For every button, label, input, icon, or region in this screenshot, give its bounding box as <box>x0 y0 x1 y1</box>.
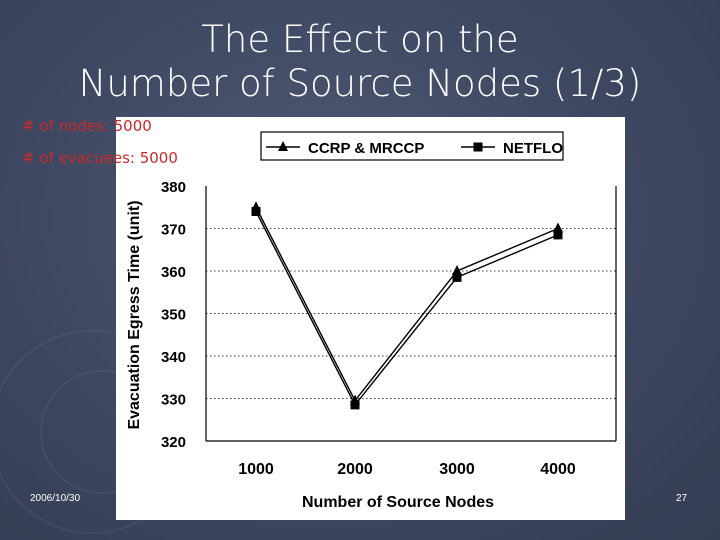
square-marker <box>473 142 483 152</box>
x-tick-label: 2000 <box>337 461 373 478</box>
line-chart: CCRP & MRCCP NETFLO 320 330 340 350 360 370 380… <box>126 131 617 511</box>
nodes-count-value: 5000 <box>113 117 152 135</box>
legend-entry: CCRP & MRCCP <box>308 140 424 157</box>
evacuees-count-label: # of evacuees: <box>22 149 140 167</box>
x-tick-label: 4000 <box>540 461 576 478</box>
chart-legend: CCRP & MRCCP NETFLO <box>266 140 563 157</box>
x-tick-label: 1000 <box>238 461 274 478</box>
y-tick-label: 350 <box>161 307 186 324</box>
evacuees-count-value: 5000 <box>139 149 178 167</box>
footer-date: 2006/10/30 <box>30 493 81 504</box>
evacuees-count-line: # of evacuees: 5000 <box>22 149 178 167</box>
y-tick-label: 330 <box>161 392 186 409</box>
y-tick-label: 380 <box>161 179 186 196</box>
square-marker <box>452 272 462 282</box>
square-marker <box>251 207 261 216</box>
x-tick-label: 3000 <box>439 461 475 478</box>
slide-title-line-1: The Effect on the <box>201 18 519 61</box>
triangle-marker <box>452 265 462 275</box>
chart-grid <box>206 228 616 399</box>
square-marker <box>553 230 563 240</box>
x-axis-ticks: 1000 2000 3000 4000 <box>238 461 576 478</box>
y-tick-label: 370 <box>161 222 186 239</box>
slide-title-line-2: Number of Source Nodes (1/3) <box>78 62 642 105</box>
triangle-marker <box>553 222 563 233</box>
series-2 <box>251 207 563 410</box>
series-line <box>255 211 559 407</box>
legend-entry: NETFLO <box>503 140 563 157</box>
nodes-count-label: # of nodes: <box>22 117 114 135</box>
triangle-marker <box>278 141 288 151</box>
y-axis-label: Evacuation Egress Time (unit) <box>126 200 143 429</box>
y-tick-label: 320 <box>161 434 186 451</box>
y-tick-label: 340 <box>161 349 186 366</box>
nodes-count-line: # of nodes: 5000 <box>22 117 152 135</box>
chart-series <box>251 201 563 410</box>
page-number: 27 <box>676 493 688 504</box>
series-1 <box>251 201 563 405</box>
series-line <box>255 206 559 402</box>
y-tick-label: 360 <box>161 264 186 281</box>
slide-title: The Effect on the Number of Source Nodes… <box>0 18 720 106</box>
chart-container: CCRP & MRCCP NETFLO 320 330 340 350 360 370 380… <box>116 117 625 520</box>
x-axis-label: Number of Source Nodes <box>302 494 494 511</box>
square-marker <box>350 400 360 410</box>
y-axis-ticks: 320 330 340 350 360 370 380 <box>161 179 186 451</box>
legend-box <box>260 131 564 161</box>
